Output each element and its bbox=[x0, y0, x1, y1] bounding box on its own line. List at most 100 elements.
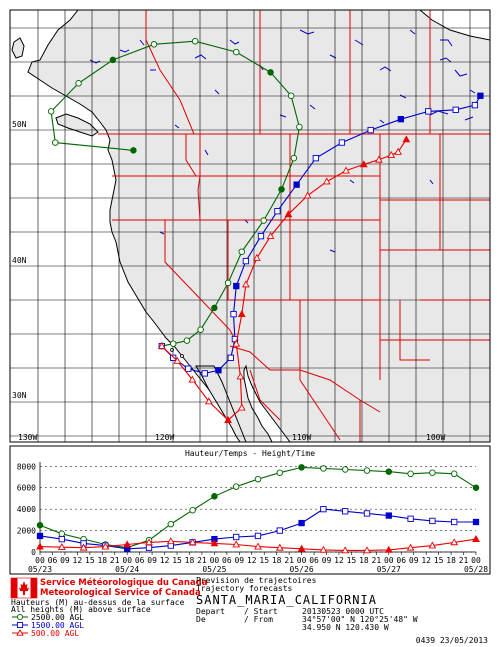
time-tick-21: 00 bbox=[297, 556, 307, 565]
map-point-0-5 bbox=[224, 279, 232, 287]
height-point-1-16 bbox=[385, 512, 392, 519]
svg-text:500.00 AGL: 500.00 AGL bbox=[31, 629, 79, 638]
political-boundaries bbox=[98, 10, 490, 442]
map-point-0-2 bbox=[183, 337, 191, 344]
height-tick-0: 0 bbox=[31, 548, 36, 557]
height-point-0-15 bbox=[363, 467, 371, 474]
map-point-2-17 bbox=[375, 155, 383, 163]
map-point-0-1 bbox=[169, 340, 177, 347]
heights-note-en: All heights (M) above surface bbox=[11, 605, 151, 614]
time-tick-24: 12 bbox=[334, 556, 344, 565]
height-point-2-18 bbox=[428, 541, 437, 549]
map-point-2-6 bbox=[236, 372, 245, 380]
time-tick-9: 09 bbox=[147, 556, 157, 565]
map-point-0-6 bbox=[238, 248, 246, 255]
map-point-0-4 bbox=[211, 304, 218, 312]
height-point-1-12 bbox=[298, 519, 305, 527]
map-point-2-2 bbox=[188, 375, 197, 383]
footer: Service Météorologique du Canada Meteoro… bbox=[10, 576, 488, 645]
map-point-0-14 bbox=[191, 37, 199, 45]
time-tick-3: 12 bbox=[73, 556, 83, 565]
height-point-0-6 bbox=[167, 520, 175, 528]
depart-label-fr: Depart bbox=[196, 607, 225, 616]
map-point-2-12 bbox=[284, 210, 293, 218]
legend-item-2500: 2500.00 AGL bbox=[12, 613, 84, 622]
height-point-2-20 bbox=[472, 535, 480, 542]
height-point-1-14 bbox=[342, 508, 349, 515]
time-tick-33: 18 bbox=[446, 556, 456, 565]
height-point-0-1 bbox=[58, 530, 66, 538]
time-tick-26: 18 bbox=[359, 556, 369, 565]
height-point-2-5 bbox=[145, 538, 153, 546]
height-point-2-4 bbox=[123, 540, 132, 548]
time-tick-5: 18 bbox=[97, 556, 107, 565]
map-point-1-9 bbox=[242, 257, 250, 265]
map-point-1-8 bbox=[233, 282, 240, 290]
height-point-0-10 bbox=[254, 475, 262, 483]
lat-label-30n: 30N bbox=[12, 391, 27, 400]
height-point-2-16 bbox=[384, 545, 393, 553]
height-point-0-17 bbox=[407, 470, 414, 478]
height-tick-3: 6000 bbox=[17, 484, 36, 493]
height-point-2-6 bbox=[166, 537, 175, 545]
org-name-en: Meteorological Service of Canada bbox=[40, 588, 201, 598]
map-point-1-13 bbox=[312, 155, 319, 162]
map-point-0-18 bbox=[47, 108, 55, 115]
height-point-2-8 bbox=[210, 539, 219, 547]
height-time-panel: Hauteur/Temps - Height/Time 0 2000 4000 600… bbox=[9, 445, 491, 575]
time-axis-ticks: 00 06 09 12 15 18 21 00 06 09 12 15 18 21 00 06 09 12 15 18… bbox=[35, 552, 481, 565]
height-point-1-9 bbox=[233, 533, 240, 541]
date-label-1: 05/24 bbox=[115, 565, 139, 574]
svg-text:2500.00 AGL: 2500.00 AGL bbox=[31, 613, 84, 622]
time-tick-14: 00 bbox=[210, 556, 220, 565]
map-point-2-0 bbox=[157, 341, 166, 349]
height-point-2-11 bbox=[275, 543, 284, 551]
height-point-2-12 bbox=[297, 544, 306, 552]
canada-flag-icon bbox=[10, 577, 38, 599]
map-point-1-1 bbox=[170, 354, 177, 361]
from-value-dec: 34.950 N 120.430 W bbox=[302, 623, 389, 632]
baja-california bbox=[195, 365, 247, 442]
map-point-0-10 bbox=[296, 123, 303, 131]
time-tick-13: 21 bbox=[197, 556, 207, 565]
time-tick-17: 12 bbox=[247, 556, 257, 565]
map-point-1-19 bbox=[471, 101, 479, 109]
height-point-0-20 bbox=[472, 484, 480, 491]
date-label-0: 05/23 bbox=[28, 565, 52, 574]
map-point-1-16 bbox=[397, 116, 405, 123]
height-point-2-0 bbox=[36, 542, 44, 550]
height-point-2-15 bbox=[363, 546, 371, 554]
height-point-2-3 bbox=[101, 542, 110, 550]
time-tick-0: 00 bbox=[35, 556, 45, 565]
height-point-2-13 bbox=[319, 545, 328, 553]
heights-note-fr: Hauteurs (M) au-dessus de la surface bbox=[11, 598, 185, 607]
height-point-1-18 bbox=[429, 517, 436, 525]
time-tick-7: 00 bbox=[122, 556, 132, 565]
height-point-2-2 bbox=[79, 543, 88, 551]
time-tick-29: 06 bbox=[396, 556, 406, 565]
map-panel: 50N 40N 30N 130W 120W 110W 100W bbox=[9, 9, 491, 443]
date-label-4: 05/27 bbox=[377, 565, 401, 574]
lon-label-120w: 120W bbox=[155, 433, 174, 442]
map-point-2-7 bbox=[232, 339, 241, 347]
issue-stamp: 0439 23/05/2013 bbox=[416, 636, 488, 645]
time-tick-30: 09 bbox=[409, 556, 419, 565]
depart-label-en: / Start bbox=[244, 607, 278, 616]
map-point-0-15 bbox=[150, 41, 158, 48]
height-point-1-19 bbox=[451, 518, 458, 526]
height-point-2-14 bbox=[341, 546, 350, 554]
station-name: SANTA_MARIA_CALIFORNIA bbox=[196, 593, 377, 607]
legend-item-500: 500.00 AGL bbox=[12, 629, 79, 638]
map-point-1-17 bbox=[425, 108, 432, 115]
height-point-1-11 bbox=[276, 527, 283, 534]
height-axis-ticks: 0 2000 4000 6000 8000 bbox=[17, 462, 36, 557]
from-value-dms: 34°57'00" N 120°25'48" W bbox=[302, 615, 418, 624]
height-point-1-15 bbox=[363, 510, 371, 517]
height-point-1-5 bbox=[145, 544, 153, 551]
map-point-2-18 bbox=[387, 150, 396, 158]
height-point-1-13 bbox=[320, 505, 327, 513]
map-point-1-11 bbox=[274, 208, 281, 215]
map-point-2-9 bbox=[242, 280, 250, 288]
map-point-2-3 bbox=[204, 397, 213, 405]
haida-gwaii bbox=[11, 37, 25, 59]
